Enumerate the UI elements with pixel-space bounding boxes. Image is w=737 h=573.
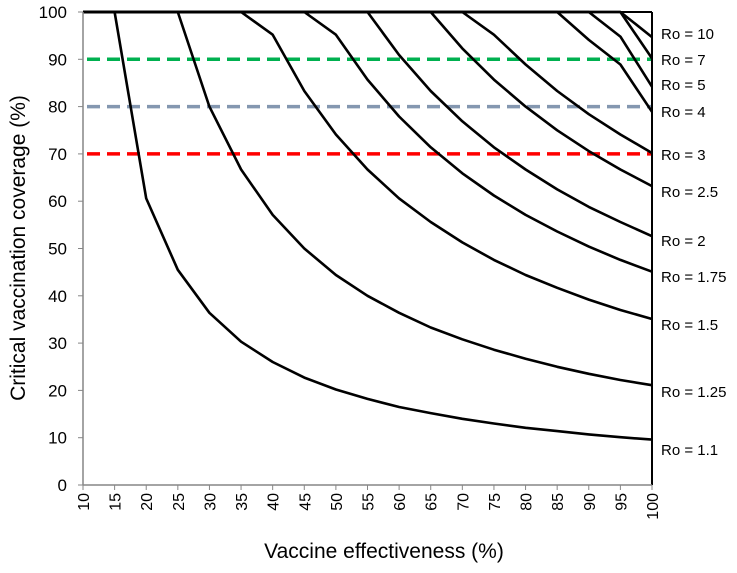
curve-label: Ro = 1.1 [661, 442, 718, 459]
curve-r0-2 [83, 10, 653, 238]
reference-lines [87, 57, 652, 156]
x-tick-label: 95 [613, 493, 630, 511]
y-tick-label: 60 [48, 192, 67, 211]
x-tick-label: 60 [392, 493, 409, 511]
curve-r0-10 [83, 10, 653, 39]
y-tick-label: 40 [48, 287, 67, 306]
curve-r0-1-75 [83, 10, 653, 273]
y-tick-label: 50 [48, 240, 67, 259]
x-tick-label: 100 [645, 493, 662, 520]
curve-r0-1-1 [83, 10, 653, 441]
curve-r0-3 [83, 10, 653, 155]
curve-label: Ro = 2 [661, 233, 706, 250]
curve-label: Ro = 5 [661, 77, 706, 94]
x-tick-label: 65 [424, 493, 441, 511]
y-axis-title: Critical vaccination coverage (%) [7, 95, 30, 401]
y-tick-label: 90 [48, 50, 67, 69]
y-tick-label: 10 [48, 429, 67, 448]
y-tick-label: 80 [48, 98, 67, 117]
curve-label: Ro = 10 [661, 26, 714, 43]
y-tick-label: 100 [39, 3, 67, 22]
y-tick-label: 70 [48, 145, 67, 164]
x-tick-label: 10 [76, 493, 93, 511]
y-tick-label: 0 [58, 476, 67, 495]
curve-label: Ro = 1.25 [661, 384, 726, 401]
y-tick-label: 30 [48, 334, 67, 353]
x-tick-label: 55 [361, 493, 378, 511]
x-tick-label: 30 [202, 493, 219, 511]
x-tick-label: 40 [266, 493, 283, 511]
curve-label: Ro = 1.5 [661, 317, 718, 334]
y-axis-ticks: 0 10 20 30 40 50 60 70 80 90 100 [39, 3, 83, 495]
x-tick-label: 50 [329, 493, 346, 511]
x-tick-label: 90 [582, 493, 599, 511]
curve-label: Ro = 1.75 [661, 269, 726, 286]
curve-label: Ro = 2.5 [661, 184, 718, 201]
curve-labels: Ro = 10 Ro = 7 Ro = 5 Ro = 4 Ro = 3 Ro = 2.5 R… [661, 26, 726, 459]
curve-label: Ro = 3 [661, 147, 706, 164]
x-tick-label: 35 [234, 493, 251, 511]
x-tick-label: 25 [171, 493, 188, 511]
x-tick-label: 85 [550, 493, 567, 511]
x-axis-ticks: 10 15 20 25 30 35 40 45 50 55 60 65 70 75 80 85 90 95 100 [76, 485, 662, 520]
x-tick-label: 15 [108, 493, 125, 511]
x-tick-label: 75 [487, 493, 504, 511]
y-tick-label: 20 [48, 381, 67, 400]
r0-curves [83, 10, 654, 441]
x-tick-label: 20 [139, 493, 156, 511]
curve-label: Ro = 4 [661, 104, 706, 121]
x-tick-label: 70 [455, 493, 472, 511]
x-axis-title: Vaccine effectiveness (%) [264, 540, 504, 563]
curve-r0-1-25 [83, 10, 653, 387]
curve-r0-5 [83, 10, 654, 88]
x-tick-label: 80 [519, 493, 536, 511]
x-tick-label: 45 [297, 493, 314, 511]
curve-label: Ro = 7 [661, 52, 706, 69]
